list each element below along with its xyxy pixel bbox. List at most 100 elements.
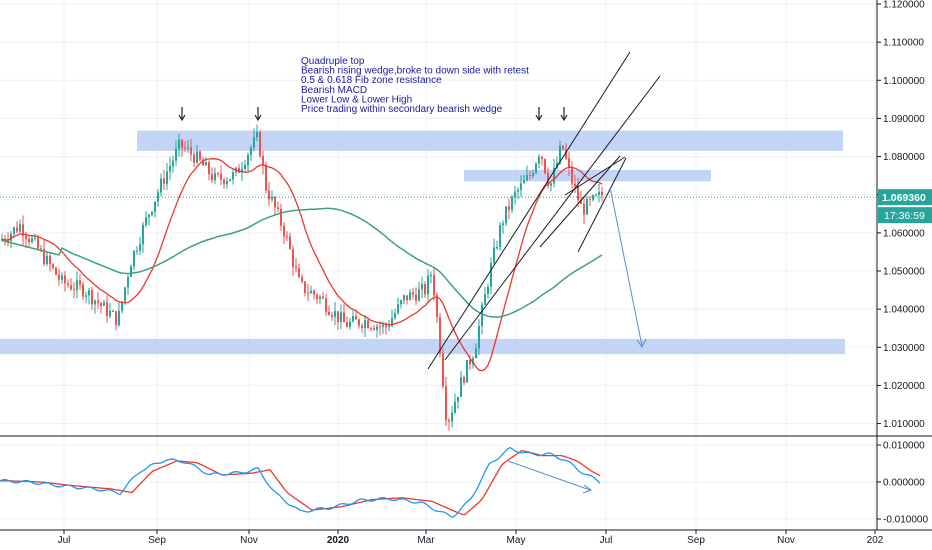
candle-body [214,173,216,181]
candle-body [7,240,9,242]
x-tick-label: Jul [600,535,613,546]
candle-body [253,137,255,148]
x-tick-label: 202 [867,535,884,546]
candle-body [334,311,336,317]
candle-body [283,225,285,237]
candle-body [547,172,549,186]
candle-body [94,300,96,305]
candle-body [184,147,186,149]
y-tick-label: 1.040000 [883,305,925,316]
candle-body [247,154,249,166]
y-tick-label: 1.090000 [883,114,925,125]
candle-body [262,156,264,166]
trend-line [577,157,627,253]
candle-body [397,304,399,314]
candle-body [232,172,234,180]
candle-body [268,190,270,200]
candle-body [202,159,204,166]
candle-body [19,224,21,232]
candle-body [421,284,423,290]
candle-body [67,283,69,286]
annotation-line: Quadruple top [301,56,365,67]
candle-body [190,147,192,155]
candle-body [175,148,177,161]
candle-body [523,180,525,184]
projection-line [609,186,643,347]
candle-body [565,149,567,159]
candle-body [352,316,354,322]
y-tick-label: 1.010000 [883,419,925,430]
candle-body [127,277,129,288]
candle-body [376,326,378,330]
candle-body [355,316,357,320]
candle-body [499,225,501,248]
candle-body [91,290,93,305]
candle-body [508,206,510,210]
candle-body [583,203,585,215]
candle-body [226,180,228,185]
candle-body [115,311,117,326]
candle-body [16,227,18,232]
candle-body [61,275,63,280]
candle-body [277,207,279,209]
macd-panel [0,435,932,519]
candle-body [559,145,561,163]
candle-body [349,321,351,327]
candle-body [307,293,309,295]
macd-tick-label: -0.010000 [883,515,928,526]
candles [1,124,603,431]
y-tick-label: 1.060000 [883,228,925,239]
candle-body [574,183,576,187]
candle-body [46,255,48,264]
top-marker-arrowhead [560,114,568,122]
trend-lines [0,51,877,370]
candle-body [310,290,312,294]
candle-body [304,281,306,294]
candle-body [79,280,81,285]
candle-body [412,292,414,295]
resistance-zone [0,338,845,355]
candle-body [229,179,231,181]
candle-body [292,248,294,267]
candle-body [358,319,360,326]
moving-averages [1,158,603,372]
candle-body [442,353,444,387]
candle-body [148,214,150,218]
candle-body [487,286,489,294]
candle-body [241,168,243,173]
candle-body [64,275,66,284]
candle-body [544,159,546,173]
candle-body [439,317,441,354]
candle-body [85,295,87,297]
candle-body [553,167,555,184]
candle-body [328,311,330,315]
candle-body [199,151,201,160]
candle-body [58,274,60,280]
candle-body [319,296,321,299]
candle-body [166,171,168,184]
candle-body [217,173,219,175]
candle-body [103,302,105,306]
candle-body [361,325,363,328]
candle-body [244,165,246,169]
candle-body [502,223,504,226]
candle-body [178,139,180,149]
x-tick-label: May [507,535,526,546]
candle-body [472,358,474,365]
candle-body [493,247,495,263]
candle-body [223,179,225,185]
candle-body [496,247,498,249]
candle-body [337,311,339,322]
candle-body [133,250,135,267]
candle-body [187,147,189,149]
candle-body [250,147,252,155]
candle-body [409,292,411,301]
y-tick-label: 1.100000 [883,76,925,87]
candle-body [136,250,138,252]
macd-line [0,446,601,519]
trend-line [444,75,661,361]
candle-body [463,377,465,383]
